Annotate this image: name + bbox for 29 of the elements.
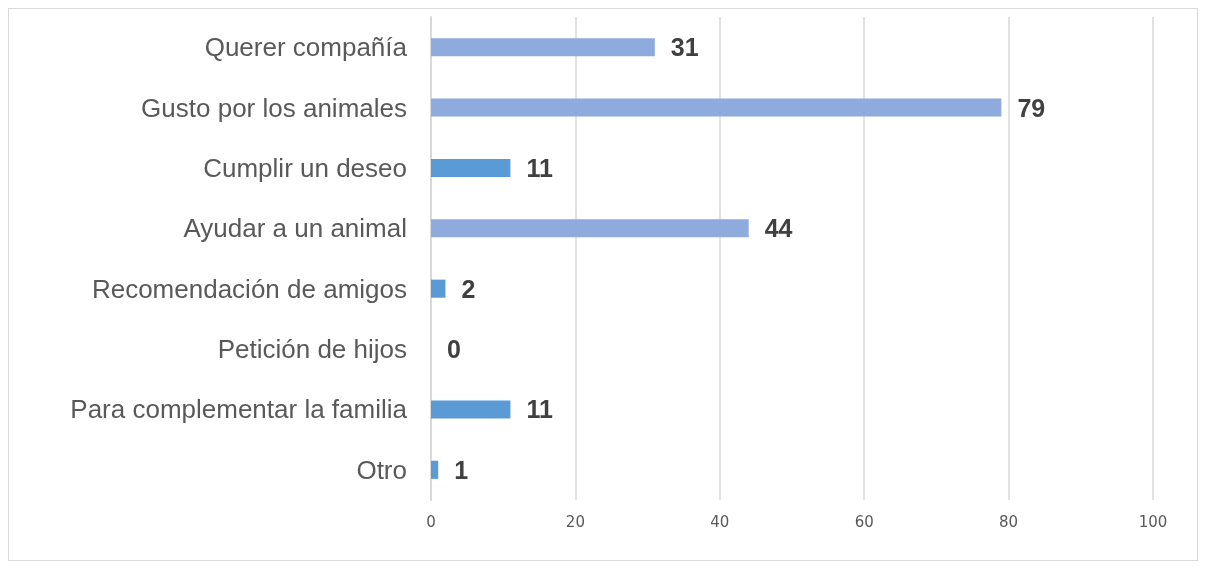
data-label: 11 (526, 153, 553, 182)
bar (431, 400, 511, 419)
bar (431, 279, 446, 298)
data-label: 44 (764, 214, 793, 243)
x-tick-label: 0 (426, 512, 436, 531)
x-tick-label: 60 (854, 512, 874, 531)
y-tick-label: Petición de hijos (217, 334, 407, 365)
bar (431, 460, 439, 479)
bar (431, 219, 749, 238)
y-tick-label: Querer compañía (204, 32, 408, 63)
data-label: 79 (1017, 93, 1046, 122)
data-label: 11 (526, 395, 553, 424)
data-label: 2 (461, 274, 476, 303)
bar (431, 98, 1002, 117)
data-label: 0 (447, 335, 461, 364)
y-tick-label: Para complementar la familia (70, 394, 408, 425)
x-tick-label: 40 (710, 512, 730, 531)
data-label: 31 (670, 33, 699, 62)
data-label: 1 (454, 455, 469, 484)
x-tick-label: 100 (1138, 512, 1168, 531)
y-tick-label: Recomendación de amigos (91, 273, 407, 304)
y-tick-label: Gusto por los animales (141, 92, 407, 123)
y-tick-label: Cumplir un deseo (203, 152, 407, 183)
bar (431, 158, 511, 177)
bar (431, 38, 655, 57)
y-tick-label: Ayudar a un animal (183, 213, 407, 244)
x-tick-label: 20 (565, 512, 585, 531)
y-tick-label: Otro (356, 454, 407, 485)
x-tick-label: 80 (999, 512, 1019, 531)
